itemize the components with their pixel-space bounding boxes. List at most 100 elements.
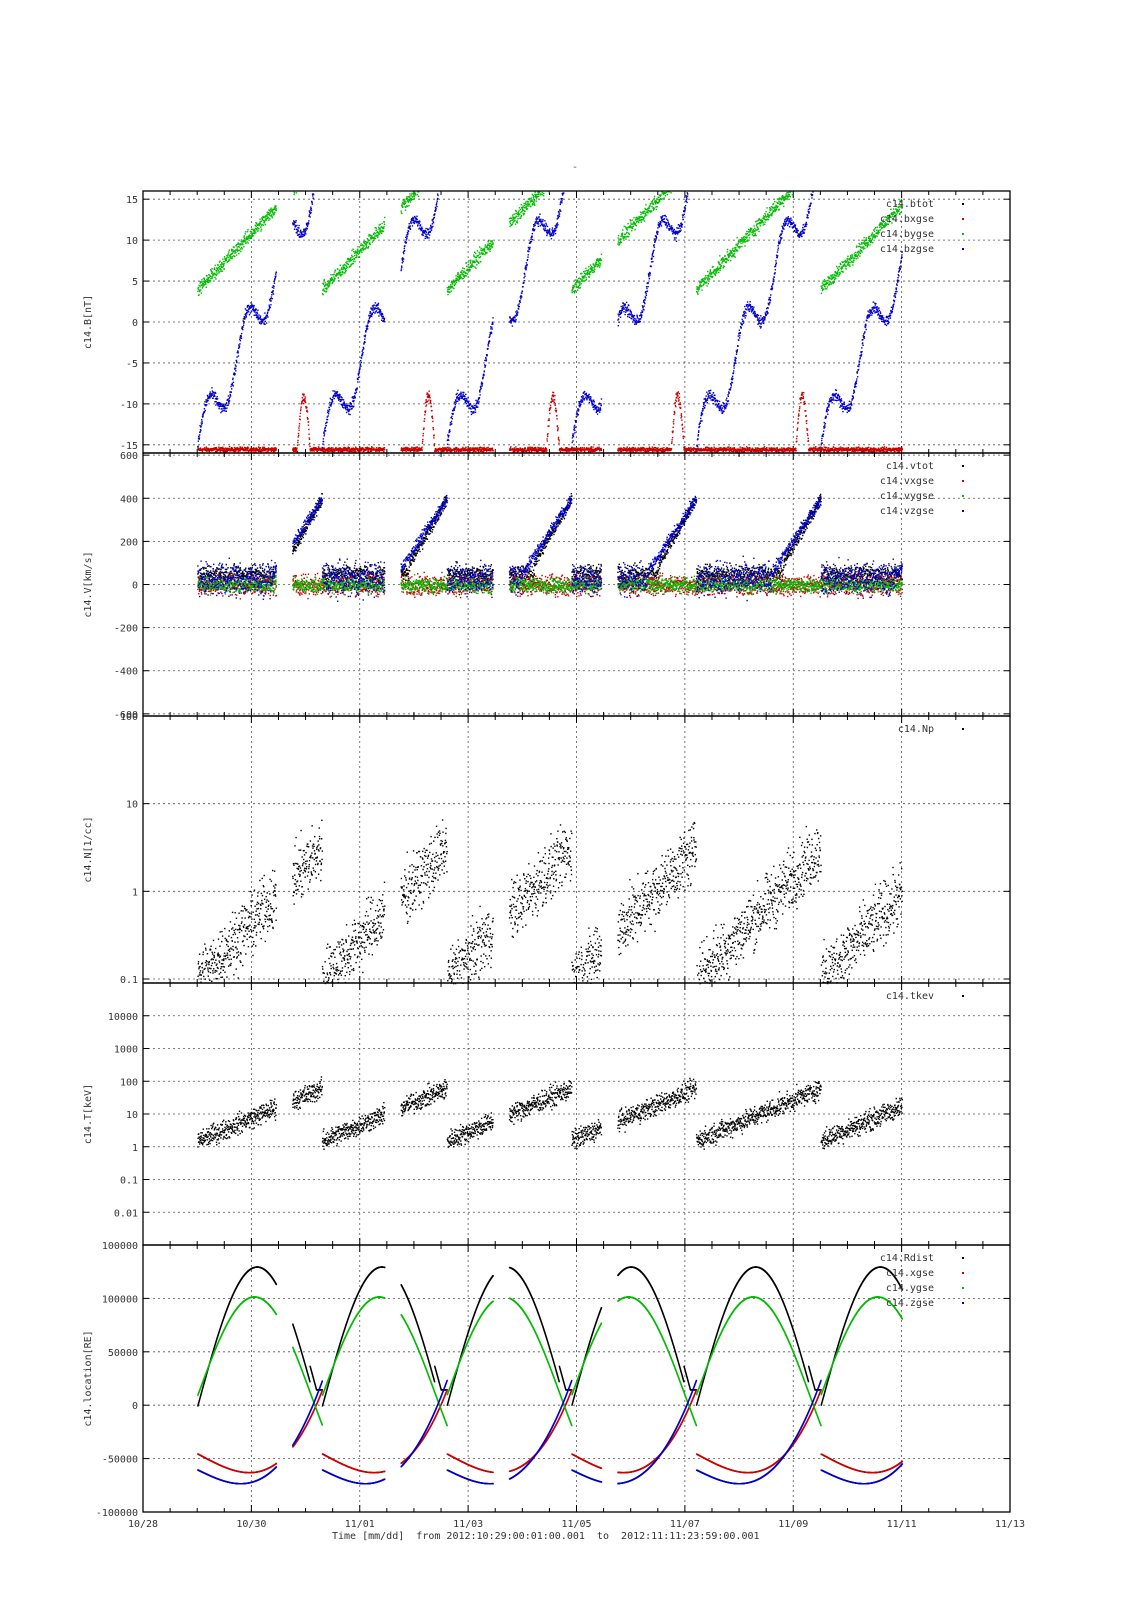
series-point [409,201,412,203]
series-point [766,207,768,209]
series-point [883,446,886,448]
series-point [455,277,457,280]
series-point [704,449,707,451]
series-point [479,256,481,259]
series-point [383,450,385,453]
series-point [660,447,663,450]
series-point [754,227,756,230]
series-point [221,447,223,450]
series-point [351,249,353,252]
series-point [529,446,531,448]
series-point [656,448,659,450]
series-point [772,447,775,449]
series-point [685,447,687,450]
series-point [224,261,226,263]
series-point [689,450,692,453]
series-point [439,447,441,449]
series-point [245,239,247,241]
series-point [270,450,273,452]
series-point [374,237,377,240]
series-point [812,449,814,452]
series-point [617,241,620,243]
series-point [774,447,776,449]
series-point [472,447,474,449]
series-point [677,397,679,400]
series-point [323,288,325,290]
series-point [226,257,228,259]
series-point [367,447,370,449]
series-point [328,450,330,453]
series-point [491,240,493,242]
series-point [753,225,755,227]
series-point [227,449,230,452]
series-point [716,266,719,268]
series-point [861,450,863,452]
series-point [661,447,664,449]
series-point [763,446,766,448]
series-point [305,410,308,412]
series-point [538,447,540,449]
series-point [651,449,653,452]
series-point [481,249,483,252]
series-point [488,247,490,249]
series-point [334,449,336,451]
series-point [367,241,369,244]
series-point [651,446,654,448]
series-point [384,216,386,219]
series-point [370,447,372,450]
series-point [430,405,433,407]
series-point [474,448,477,450]
series-point [617,237,619,239]
series-point [455,279,457,281]
series-point [209,269,212,271]
series-point [359,248,362,251]
series-point [337,274,339,276]
series-point [266,214,268,216]
series-point [206,447,208,450]
series-point [447,450,449,452]
series-point [322,289,324,291]
series-point [783,450,785,452]
series-point [819,448,821,451]
series-point [428,390,430,392]
series-point [429,397,431,399]
series-point [376,235,378,237]
series-point [657,447,659,449]
series-point [247,238,249,240]
series-point [213,274,215,276]
series-point [335,447,337,450]
series-point [367,449,369,451]
series-point [304,400,306,402]
series-point [798,407,801,410]
series-point [405,198,408,200]
series-point [677,395,679,397]
series-point [344,272,346,274]
series-point [459,449,462,451]
series-point [872,451,874,453]
series-point [783,205,785,208]
series-point [350,259,353,262]
series-point [240,243,242,246]
series-point [471,263,473,265]
series-point [266,211,268,213]
series-point [545,451,548,453]
series-point [736,451,739,453]
series-point [777,205,779,208]
series-point [542,451,545,453]
series-point [475,252,477,255]
series-point [675,400,678,402]
series-point [338,271,341,274]
series-point [369,243,371,246]
series-point [416,193,419,196]
series-point [813,446,815,449]
series-point [889,447,891,450]
series-point [378,230,381,232]
series-point [811,450,813,452]
series-point [366,451,369,453]
series-point [376,234,378,237]
series-point [776,450,779,452]
series-point [892,449,895,452]
series-point [672,423,675,425]
series-point [262,224,265,226]
